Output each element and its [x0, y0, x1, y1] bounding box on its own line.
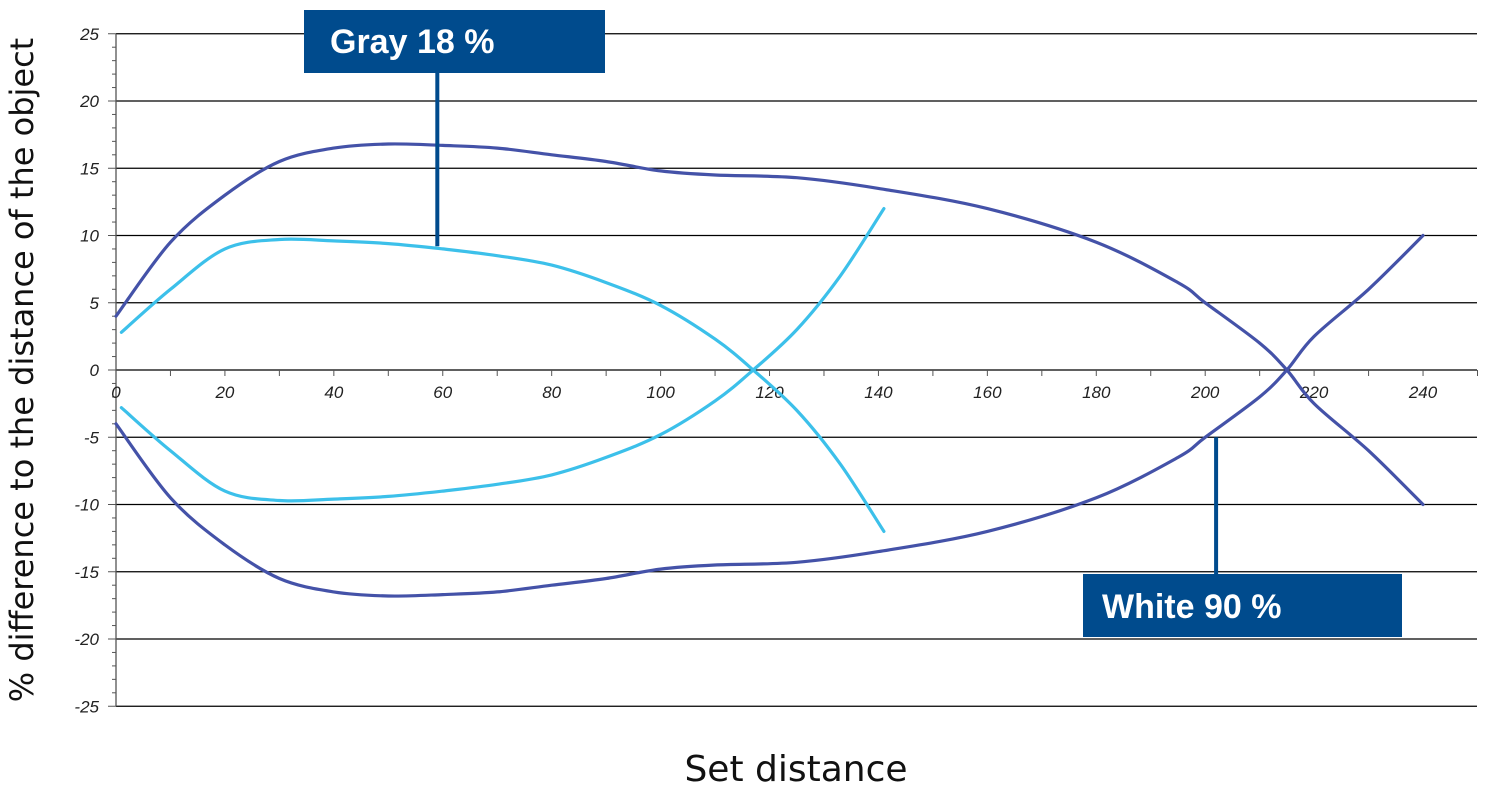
axes — [108, 33, 1478, 707]
series-line-gray-18-lower — [119, 207, 886, 503]
x-tick-label: 200 — [1190, 383, 1220, 402]
callout-label-white: White 90 % — [1102, 588, 1281, 626]
callout-box-white — [1083, 574, 1402, 637]
y-axis-title: % difference to the distance of the obje… — [3, 38, 41, 702]
y-tick-label: 10 — [80, 227, 99, 246]
x-tick-label: 120 — [755, 383, 784, 402]
y-tick-label: 15 — [80, 159, 99, 178]
x-tick-label: 80 — [542, 383, 561, 402]
y-tick-label: 20 — [79, 92, 99, 111]
x-tick-label: 0 — [111, 383, 121, 402]
grid-lines — [116, 33, 1477, 707]
x-tick-label: 60 — [433, 383, 452, 402]
x-tick-label: 100 — [646, 383, 675, 402]
x-tick-label: 180 — [1082, 383, 1111, 402]
y-tick-label: -15 — [74, 563, 99, 582]
x-axis-title: Set distance — [684, 749, 907, 790]
x-tick-labels: 0 20 40 60 80 100 120 140 160 180 200 220 240 — [111, 383, 1437, 402]
x-tick-label: 160 — [973, 383, 1002, 402]
y-tick-label: -25 — [74, 697, 99, 716]
callout-box-gray — [304, 10, 605, 73]
y-tick-labels: 25 20 15 10 5 0 -5 -10 -15 -20 -25 — [74, 25, 99, 717]
x-tick-label: 40 — [324, 383, 343, 402]
y-tick-label: 25 — [79, 25, 99, 44]
x-tick-label: 20 — [214, 383, 234, 402]
series-line-white-90-lower — [114, 233, 1425, 598]
x-tick-label: 140 — [864, 383, 893, 402]
series-line-white-90-upper — [114, 142, 1425, 507]
callouts: Gray 18 % White 90 % — [304, 10, 1402, 637]
series-lines — [114, 142, 1425, 598]
y-tick-label: -10 — [74, 496, 99, 515]
callout-label-gray: Gray 18 % — [330, 23, 494, 61]
y-tick-label: -5 — [84, 428, 100, 447]
series-line-gray-18-upper — [119, 237, 886, 533]
y-tick-label: 5 — [90, 294, 100, 313]
y-tick-label: -20 — [74, 630, 99, 649]
x-tick-label: 240 — [1408, 383, 1438, 402]
y-tick-label: 0 — [90, 361, 100, 380]
